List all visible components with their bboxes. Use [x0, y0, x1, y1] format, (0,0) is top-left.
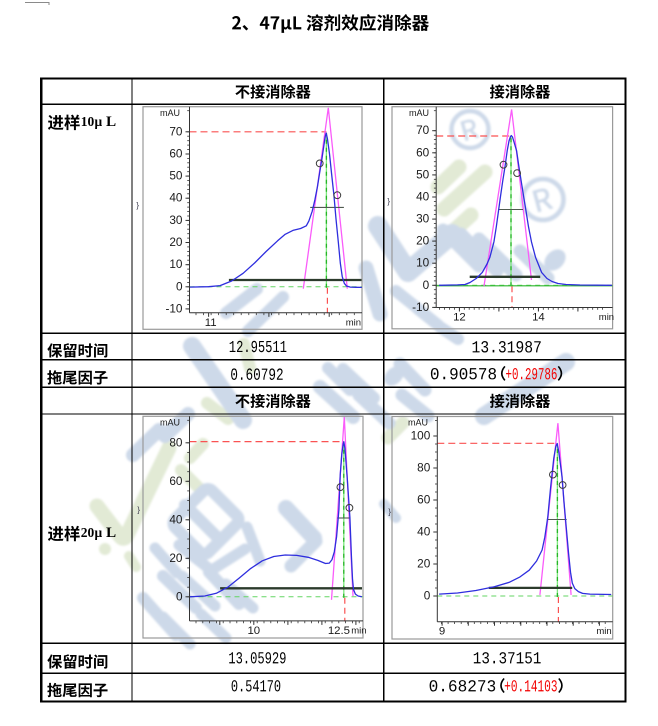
svg-text:60: 60	[169, 147, 183, 161]
svg-text:50: 50	[416, 167, 430, 181]
svg-text:12: 12	[453, 312, 466, 324]
svg-text:80: 80	[417, 461, 431, 475]
svg-text:10: 10	[169, 257, 183, 271]
svg-text:70: 70	[169, 124, 183, 138]
svg-text:100: 100	[411, 429, 431, 443]
svg-text:20: 20	[416, 234, 430, 248]
svg-text:L: L	[106, 113, 116, 130]
svg-text:20: 20	[169, 235, 183, 249]
svg-text:14: 14	[532, 312, 545, 324]
svg-text:10: 10	[416, 256, 430, 270]
svg-text:mAU: mAU	[408, 418, 428, 428]
svg-text:0: 0	[424, 589, 431, 603]
svg-text:}: }	[388, 507, 391, 517]
svg-text:20: 20	[417, 557, 431, 571]
svg-text:}: }	[137, 505, 140, 515]
svg-text:0: 0	[176, 589, 183, 603]
svg-text:40: 40	[417, 525, 431, 539]
svg-text:-10: -10	[412, 300, 429, 314]
svg-text:60: 60	[169, 474, 183, 488]
svg-text:20: 20	[169, 551, 183, 565]
svg-text:}: }	[387, 196, 390, 206]
svg-text:30: 30	[416, 212, 430, 226]
svg-text:10: 10	[81, 114, 95, 129]
svg-text:min: min	[596, 626, 611, 637]
svg-text:10: 10	[247, 625, 260, 637]
svg-text:20: 20	[81, 525, 95, 540]
svg-text:0: 0	[176, 279, 183, 293]
svg-text:30: 30	[169, 213, 183, 227]
svg-text:L: L	[106, 524, 116, 541]
svg-text:12.5: 12.5	[328, 625, 350, 637]
svg-text:40: 40	[416, 190, 430, 204]
svg-text:60: 60	[417, 493, 431, 507]
svg-text:70: 70	[416, 123, 430, 137]
svg-text:40: 40	[169, 191, 183, 205]
svg-text:mAU: mAU	[409, 108, 429, 118]
svg-text:min: min	[351, 625, 366, 636]
svg-text:80: 80	[169, 435, 183, 449]
svg-text:60: 60	[416, 145, 430, 159]
svg-text:mAU: mAU	[160, 108, 180, 118]
svg-text:9: 9	[439, 626, 445, 638]
svg-text:-10: -10	[165, 301, 182, 315]
svg-text:μ: μ	[95, 525, 103, 540]
svg-text:min: min	[346, 317, 361, 328]
svg-text:11: 11	[205, 317, 217, 329]
svg-text:mAU: mAU	[160, 418, 180, 428]
svg-text:}: }	[136, 200, 139, 210]
svg-text:50: 50	[169, 169, 183, 183]
svg-text:min: min	[599, 312, 614, 323]
svg-text:μ: μ	[95, 114, 103, 129]
svg-text:40: 40	[169, 512, 183, 526]
svg-text:0: 0	[423, 278, 430, 292]
